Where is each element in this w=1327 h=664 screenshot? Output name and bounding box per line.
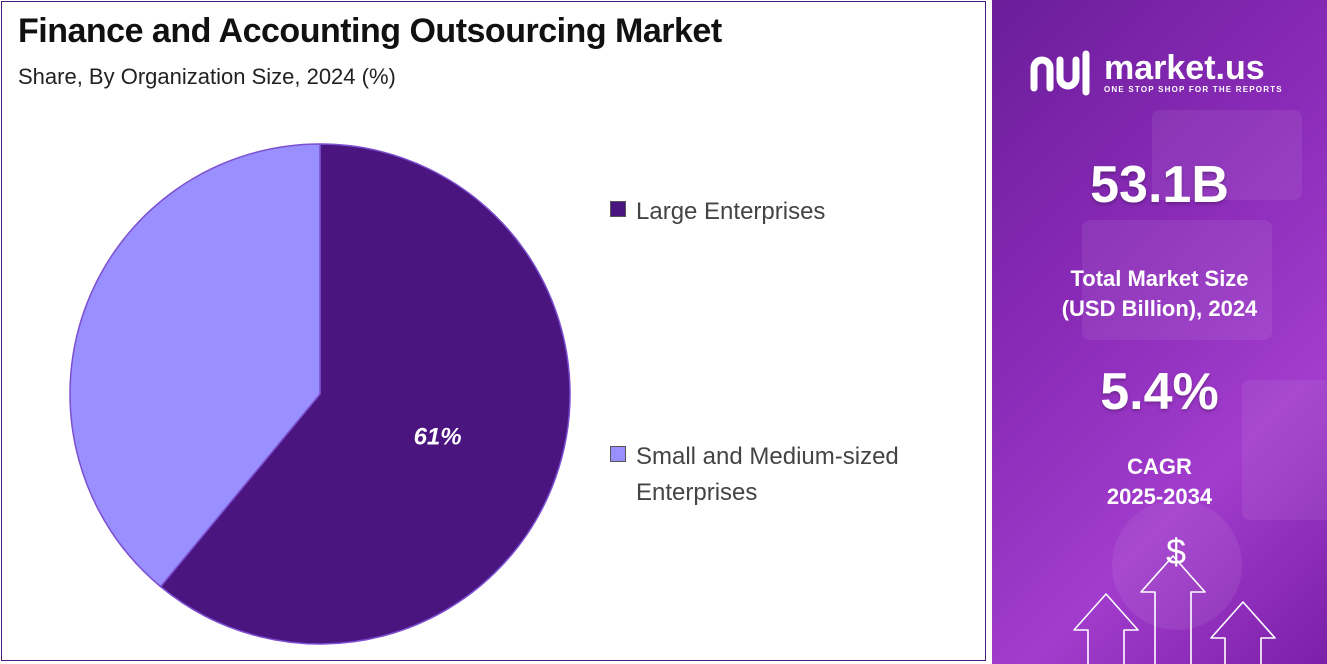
cagr-label-line1: CAGR [1127,454,1192,479]
brand-name: market.us [1104,48,1265,87]
legend-swatch [610,201,626,217]
market-size-value: 53.1B [1090,156,1229,214]
chart-title: Finance and Accounting Outsourcing Marke… [18,12,722,50]
pie-slice-0 [159,143,571,645]
growth-arrows-icon: $ [1073,531,1276,664]
background-decoration [1112,500,1242,630]
cagr-label-line2: 2025-2034 [1106,484,1213,509]
background-decoration [1152,110,1302,200]
market-us-logo-icon [1030,50,1090,96]
chart-subtitle: Share, By Organization Size, 2024 (%) [18,64,396,89]
brand-tagline: ONE STOP SHOP FOR THE REPORTS [1104,84,1283,94]
market-summary-panel: market.us ONE STOP SHOP FOR THE REPORTS … [992,0,1327,664]
background-decoration [1082,220,1272,340]
brand-logo: market.us ONE STOP SHOP FOR THE REPORTS [1030,48,1283,96]
pie-data-label-0: 61% [414,423,462,450]
pie-slice-1 [69,143,321,588]
market-size-label-line2: (USD Billion), 2024 [1061,296,1258,321]
pie-chart: 61% [69,143,571,645]
market-size-label-line1: Total Market Size [1070,266,1249,291]
background-decoration [1242,380,1327,520]
cagr-value: 5.4% [1100,363,1219,421]
legend-swatch [610,446,626,462]
legend-item-large-enterprises: Large Enterprises [610,194,956,230]
legend-item-small-medium-enterprises: Small and Medium-sized Enterprises [610,439,956,511]
chart-panel: Finance and Accounting Outsourcing Marke… [1,1,986,661]
dollar-sign-icon: $ [1166,531,1186,572]
legend-label: Large Enterprises [636,198,826,225]
legend-label: Small and Medium-sized Enterprises [636,443,899,506]
